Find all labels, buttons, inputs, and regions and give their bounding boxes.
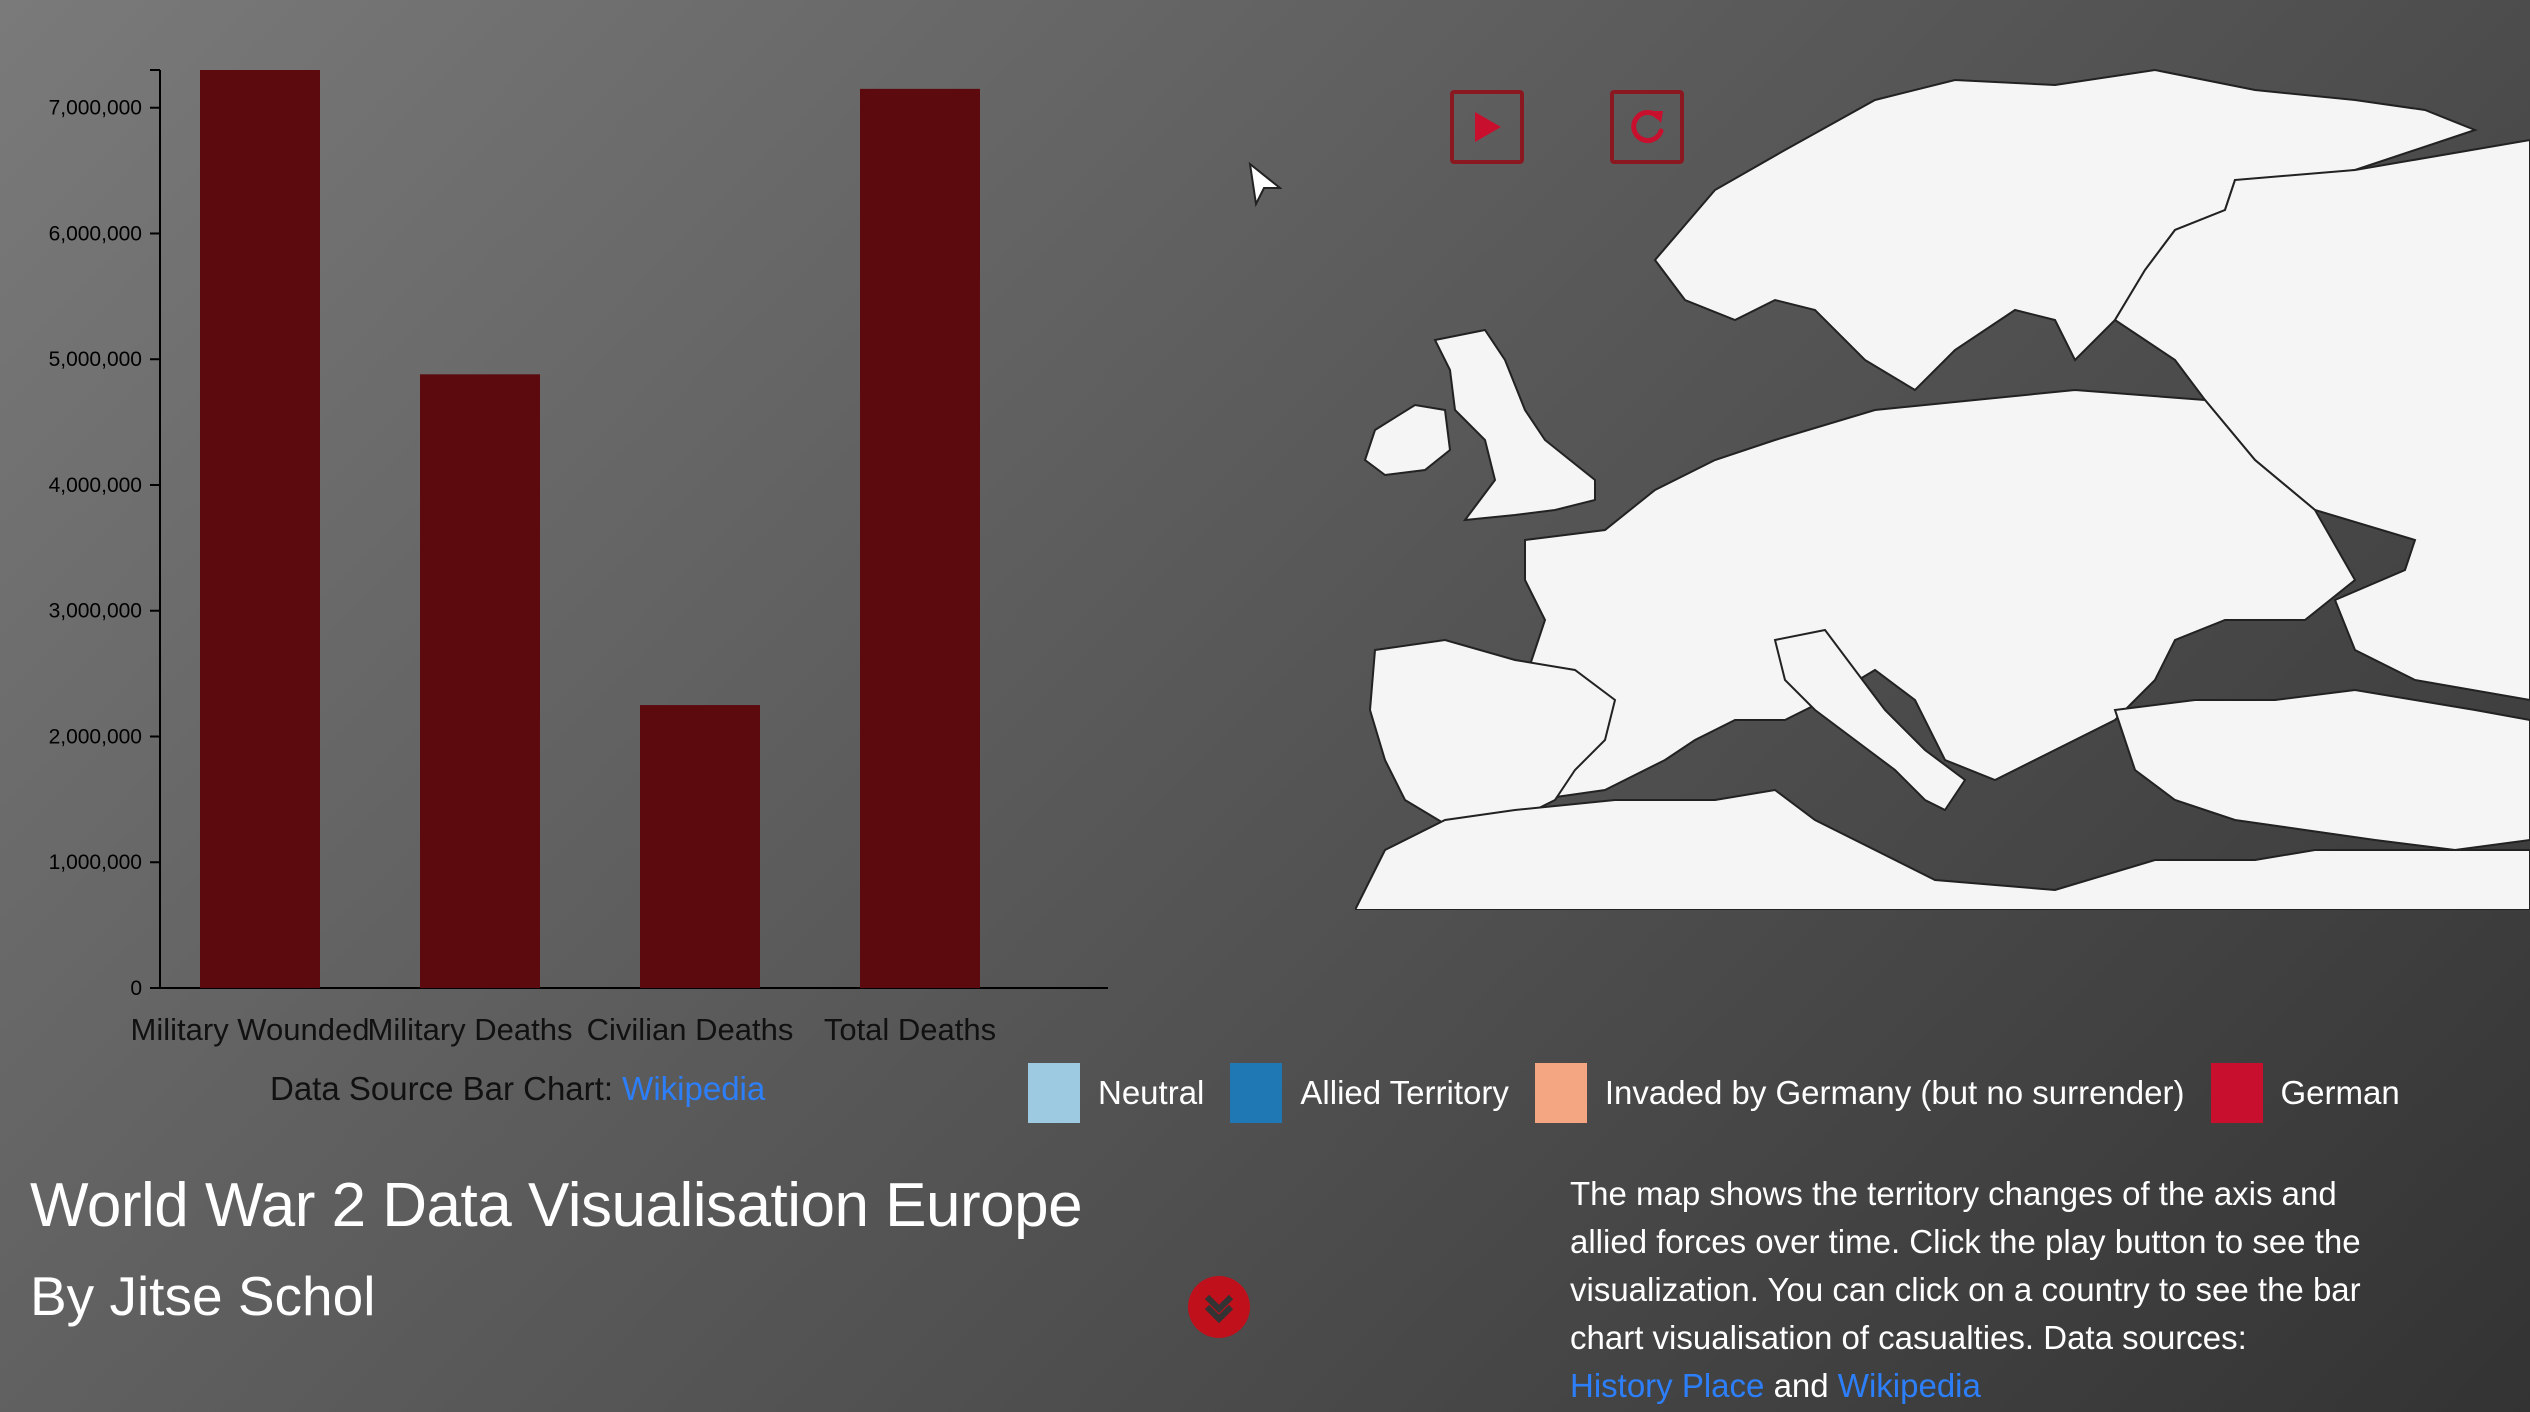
mouse-cursor-icon xyxy=(1248,162,1282,208)
casualties-bar-chart: 0 1,000,000 2,000,000 3,000,000 4,000,000 5,0… xyxy=(49,69,1108,1047)
bars xyxy=(200,70,980,989)
description-conjunction: and xyxy=(1773,1367,1829,1404)
y-tick-label: 7,000,000 xyxy=(49,97,142,120)
legend-item: Invaded by Germany (but no surrender) xyxy=(1534,1063,2185,1123)
reset-icon xyxy=(1631,110,1664,143)
chart-data-source: Data Source Bar Chart: Wikipedia xyxy=(270,1070,765,1108)
y-tick-label: 2,000,000 xyxy=(49,725,142,748)
legend-label: Neutral xyxy=(1098,1074,1205,1111)
description-wikipedia-link[interactable]: Wikipedia xyxy=(1837,1367,1981,1404)
map-legend: Neutral Allied Territory Invaded by German… xyxy=(1028,1062,2426,1124)
y-axis: 0 1,000,000 2,000,000 3,000,000 4,000,000 5,0… xyxy=(49,69,161,1000)
legend-swatch xyxy=(1028,1063,1080,1123)
legend-label: Allied Territory xyxy=(1300,1074,1509,1111)
description: The map shows the territory changes of t… xyxy=(1570,1170,2390,1410)
history-place-link[interactable]: History Place xyxy=(1570,1367,1765,1404)
country-italy[interactable] xyxy=(1773,628,1967,812)
country-north-africa[interactable] xyxy=(1355,788,2530,910)
country-iberia[interactable] xyxy=(1368,638,1617,832)
x-tick-label: Total Deaths xyxy=(824,1012,996,1047)
y-tick-label: 1,000,000 xyxy=(49,851,142,874)
bar[interactable] xyxy=(200,70,320,988)
y-tick-label: 6,000,000 xyxy=(49,222,142,245)
legend-swatch xyxy=(1534,1063,1587,1123)
legend-swatch xyxy=(1230,1063,1283,1123)
bar[interactable] xyxy=(640,705,760,988)
country-ireland[interactable] xyxy=(1363,403,1452,477)
scroll-down-button[interactable] xyxy=(1188,1276,1250,1338)
play-icon xyxy=(1475,112,1501,142)
reset-button[interactable] xyxy=(1610,90,1684,164)
page-subtitle: By Jitse Schol xyxy=(30,1265,376,1327)
legend-item: Neutral xyxy=(1028,1063,1204,1123)
country-turkey[interactable] xyxy=(2113,688,2530,852)
europe-map[interactable] xyxy=(1355,60,2530,910)
y-tick-label: 4,000,000 xyxy=(49,474,142,497)
bar[interactable] xyxy=(420,374,540,989)
legend-label: German xyxy=(2280,1074,2400,1111)
y-tick-label: 5,000,000 xyxy=(49,348,142,371)
country-britain[interactable] xyxy=(1433,328,1596,522)
y-tick-label: 3,000,000 xyxy=(49,600,142,623)
x-tick-label: Civilian Deaths xyxy=(587,1012,794,1047)
chevron-down-icon xyxy=(1204,1294,1234,1324)
source-wikipedia-link[interactable]: Wikipedia xyxy=(622,1070,766,1107)
description-text: The map shows the territory changes of t… xyxy=(1570,1175,2361,1356)
x-tick-label: Military Wounded xyxy=(131,1012,370,1047)
y-tick-label: 0 xyxy=(130,977,142,1000)
legend-swatch xyxy=(2210,1063,2263,1123)
legend-item: German xyxy=(2210,1063,2400,1123)
x-tick-label: Military Deaths xyxy=(368,1012,573,1047)
legend-label: Invaded by Germany (but no surrender) xyxy=(1604,1074,2185,1111)
play-button[interactable] xyxy=(1450,90,1524,164)
legend-item: Allied Territory xyxy=(1230,1063,1509,1123)
country-russia[interactable] xyxy=(2113,138,2530,702)
bar[interactable] xyxy=(860,88,980,988)
page-title: World War 2 Data Visualisation Europe xyxy=(30,1171,1083,1240)
source-label: Data Source Bar Chart: xyxy=(270,1070,613,1107)
